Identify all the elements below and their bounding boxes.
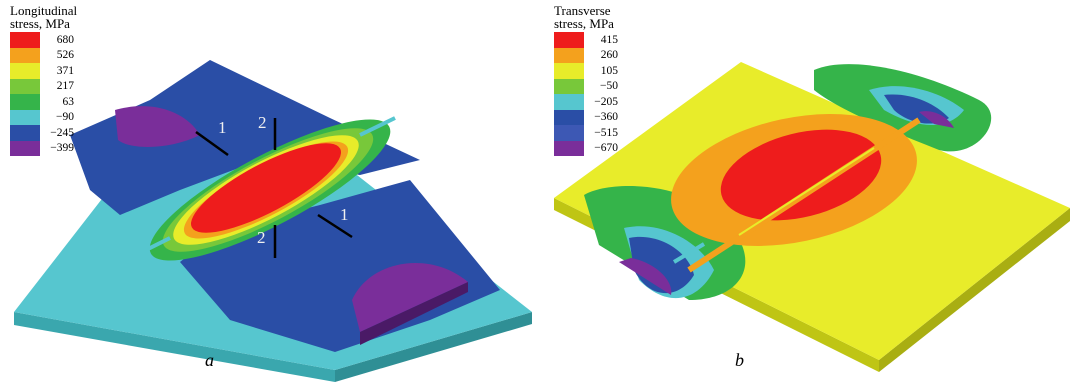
- legend-entry: 371: [10, 63, 77, 79]
- legend-value: 680: [56, 33, 74, 46]
- legend-swatch: [554, 78, 584, 94]
- legend-rows: 415 260 105 −50 −205 −360 −515 −670: [554, 32, 618, 156]
- legend-entry: 680: [10, 32, 77, 48]
- legend-swatch: [10, 125, 40, 141]
- panel-b: Transverse stress, MPa 415 260 105 −50 −205 −…: [539, 0, 1078, 382]
- legend-value: 415: [600, 33, 618, 46]
- legend-entry: −205: [554, 94, 618, 110]
- legend-transverse: Transverse stress, MPa 415 260 105 −50 −205 −…: [554, 4, 618, 156]
- section-marker: 1: [218, 118, 227, 137]
- legend-entry: −50: [554, 78, 618, 94]
- legend-rows: 680 526 371 217 63 −90 −245 −399: [10, 32, 77, 156]
- legend-longitudinal: Longitudinal stress, MPa 680 526 371 217 63 −…: [10, 4, 77, 156]
- section-line-1-upper: [195, 130, 229, 157]
- legend-title: Transverse stress, MPa: [554, 3, 614, 31]
- legend-entry: −90: [10, 109, 77, 125]
- legend-entry: −360: [554, 109, 618, 125]
- legend-title: Longitudinal stress, MPa: [10, 3, 78, 31]
- legend-entry: −670: [554, 140, 618, 156]
- legend-swatch: [10, 78, 40, 94]
- section-marker: 2: [258, 113, 267, 132]
- legend-value: 105: [600, 64, 618, 77]
- legend-swatch: [10, 47, 40, 63]
- legend-swatch: [554, 32, 584, 48]
- legend-value: 260: [600, 49, 618, 62]
- legend-entry: 526: [10, 47, 77, 63]
- legend-swatch: [554, 109, 584, 125]
- legend-entry: −515: [554, 125, 618, 141]
- plate-longitudinal-contour: 1 2 2 1: [14, 60, 532, 382]
- legend-swatch: [554, 140, 584, 156]
- legend-entry: −399: [10, 140, 77, 156]
- legend-value: −399: [50, 142, 74, 155]
- legend-swatch: [554, 47, 584, 63]
- legend-value: −360: [594, 111, 618, 124]
- legend-swatch: [554, 125, 584, 141]
- legend-value: −515: [594, 126, 618, 139]
- legend-entry: 63: [10, 94, 77, 110]
- legend-swatch: [554, 63, 584, 79]
- legend-swatch: [10, 140, 40, 156]
- legend-entry: 415: [554, 32, 618, 48]
- section-line-1-lower: [317, 213, 353, 239]
- plate-transverse-contour: [554, 62, 1070, 372]
- legend-value: 371: [56, 64, 74, 77]
- legend-swatch: [10, 63, 40, 79]
- legend-entry: 217: [10, 78, 77, 94]
- legend-entry: 260: [554, 47, 618, 63]
- legend-swatch: [10, 94, 40, 110]
- section-marker: 1: [340, 205, 349, 224]
- legend-value: −205: [594, 95, 618, 108]
- legend-entry: −245: [10, 125, 77, 141]
- legend-value: −50: [600, 80, 618, 93]
- legend-value: 217: [56, 80, 74, 93]
- legend-entry: 105: [554, 63, 618, 79]
- section-marker: 2: [257, 228, 266, 247]
- panel-caption: b: [735, 350, 744, 370]
- legend-value: −670: [594, 142, 618, 155]
- legend-swatch: [10, 32, 40, 48]
- legend-swatch: [10, 109, 40, 125]
- legend-value: −245: [50, 126, 74, 139]
- panel-caption: a: [205, 350, 214, 370]
- legend-swatch: [554, 94, 584, 110]
- legend-value: 63: [62, 95, 75, 108]
- legend-value: 526: [56, 49, 74, 62]
- panel-a: 1 2 2 1 Longitudinal stress, MPa 680 526 3…: [10, 4, 532, 382]
- legend-value: −90: [56, 111, 74, 124]
